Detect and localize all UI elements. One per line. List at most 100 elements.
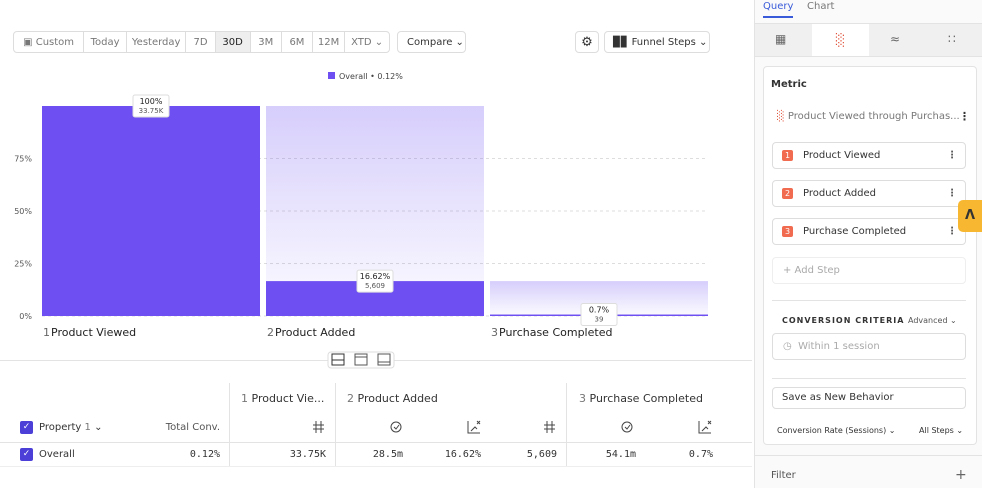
cell: 5,609 [526,449,557,460]
value-label: 16.62% [360,272,391,281]
advanced[interactable]: Advanced ⌄ [908,316,957,325]
icon-rate [698,420,712,434]
step-name: Product Added [803,188,877,199]
checkbox[interactable]: ✓ [20,421,33,434]
step-number: 1 [43,326,50,339]
help-widget[interactable]: Λ [958,200,982,232]
property-count: 1 [84,422,91,433]
menu-dots[interactable]: ⋮ [959,110,970,123]
icon-rate [467,420,481,434]
y-tick-label: 75% [14,155,32,164]
filter-title: Filter [771,470,796,481]
step-badge: 3 [782,226,793,237]
column-icons [313,420,712,434]
view-label: Funnel Steps [631,37,696,48]
y-tick-label: 25% [14,260,32,269]
section-title: Metric [771,79,807,90]
cell: 0.12% [189,449,220,460]
value-label-box [132,94,170,118]
compare-label: Compare [407,37,453,48]
range-button[interactable]: Today [84,32,127,52]
steps-select[interactable]: All Steps ⌄ [919,426,964,435]
step-box[interactable]: 3 Purchase Completed ⋮ [772,218,966,245]
compare-button[interactable]: Compare ⌄ [397,31,466,53]
tab-icon[interactable]: ∷ [948,32,956,46]
count-label: 39 [595,316,604,324]
range-xtd[interactable]: XTD ⌄ [351,37,384,48]
icon-hash [313,421,324,433]
metric-name[interactable]: ░ Product Viewed through Purchas... [777,111,960,122]
row-label: Overall [39,449,75,460]
x-tick-label: Product Added [275,326,355,339]
range-button[interactable]: Yesterday [127,32,187,52]
property-label: Property [39,422,82,433]
step-name: Product Added [357,392,438,405]
step-box[interactable]: 2 Product Added ⋮ [772,180,966,207]
step-header: 1 Product Vie... [241,392,324,405]
tab-icon[interactable]: ≈ [890,32,901,46]
cell: 54.1m [605,449,636,460]
within-box[interactable]: ◷ Within 1 session [772,333,966,360]
advanced-label: Advanced [908,316,948,325]
y-tick-label: 50% [14,207,32,216]
col-line [335,383,336,466]
step-name: Purchase Completed [803,226,907,237]
range-button-selected[interactable]: 30D [215,32,251,52]
icon [377,353,391,366]
metric-label: Product Viewed through Purchas... [787,111,960,122]
cell: 0.7% [688,449,713,460]
divider [772,300,966,301]
step-name: Product Viewed [803,150,881,161]
range-button[interactable]: 7D [186,32,216,52]
range-label: Custom [35,37,75,48]
cell: 33.75K [289,449,326,460]
rate-label: Conversion Rate (Sessions) [777,426,887,435]
value-label: 0.7% [589,306,610,315]
save-button[interactable]: Save as New Behavior [772,387,966,409]
x-tick-label: Purchase Completed [499,326,612,339]
count-label: 33.75K [139,107,164,115]
range-custom[interactable]: ▣ Custom [14,32,85,52]
view-button[interactable]: ▉▊ Funnel Steps ⌄ [604,31,710,53]
x-tick-label: Product Viewed [51,326,136,339]
rate-select[interactable]: Conversion Rate (Sessions) ⌄ [777,426,896,435]
icon-hash [544,421,555,433]
steps-label: All Steps [919,426,954,435]
within-label: Within 1 session [798,341,880,352]
bar [42,106,260,316]
tab-funnel[interactable]: ░ [812,24,869,56]
cell: 28.5m [372,449,403,460]
checkbox[interactable]: ✓ [20,448,33,461]
filter-add[interactable]: + [955,467,967,483]
settings-button[interactable]: ⚙ [575,31,599,53]
tab[interactable]: Chart [807,1,835,12]
tab-icon[interactable]: ▦ [775,32,787,46]
range-button[interactable]: 6M [282,32,314,52]
step-box[interactable]: 1 Product Viewed ⋮ [772,142,966,169]
divider [772,378,966,379]
icon-time [621,421,633,433]
property-header[interactable]: Property 1 ⌄ [39,422,103,433]
step-badge: 2 [782,188,793,199]
row-line [0,442,752,443]
divider [755,455,982,456]
value-label: 100% [140,97,163,106]
add-step[interactable]: + Add Step [772,257,966,284]
total-conv-header: Total Conv. [165,422,220,433]
step-name: Product Vie... [251,392,325,405]
range-label: XTD [351,37,372,48]
step-header: 3 Purchase Completed [579,392,703,405]
criteria-title: CONVERSION CRITERIA [782,316,905,325]
icon-tabs: ░ ▦ ≈ ∷ [755,23,982,57]
range-button[interactable]: 12M [313,32,346,52]
range-button[interactable]: 3M [251,32,282,52]
layout-switch[interactable] [326,350,396,370]
value-label-box [580,303,618,327]
step-number: 2 [267,326,274,339]
step-name: Purchase Completed [589,392,703,405]
tab-active[interactable]: Query [763,1,794,18]
value-label-box [356,269,394,293]
cell: 16.62% [444,449,481,460]
